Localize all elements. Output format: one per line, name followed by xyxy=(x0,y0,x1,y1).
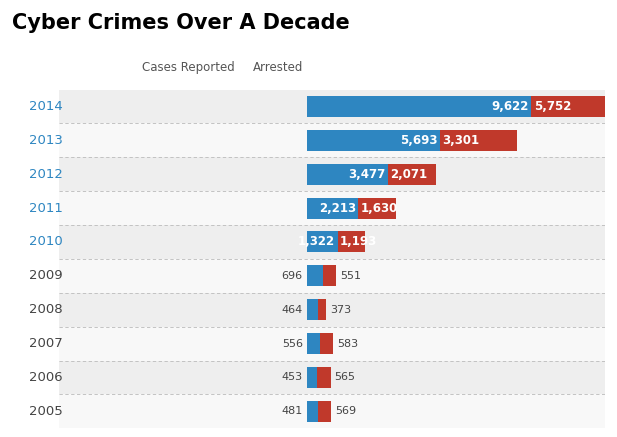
Text: Cases Reported: Cases Reported xyxy=(142,61,234,74)
Bar xyxy=(59,191,605,225)
Text: Arrested: Arrested xyxy=(253,61,304,74)
Text: 569: 569 xyxy=(335,406,357,416)
Text: 2012: 2012 xyxy=(29,168,63,181)
Text: 2011: 2011 xyxy=(29,201,63,215)
Text: 3,477: 3,477 xyxy=(348,168,386,181)
Text: 3,301: 3,301 xyxy=(442,134,479,147)
Bar xyxy=(307,265,323,286)
Text: 2,213: 2,213 xyxy=(319,201,356,215)
Text: 556: 556 xyxy=(282,339,303,349)
Text: 453: 453 xyxy=(282,372,303,382)
Text: 565: 565 xyxy=(334,372,355,382)
Bar xyxy=(307,401,318,422)
Bar xyxy=(307,130,440,151)
Text: 2013: 2013 xyxy=(29,134,63,147)
Text: 1,193: 1,193 xyxy=(340,236,378,249)
Text: 1,322: 1,322 xyxy=(298,236,335,249)
Text: 2008: 2008 xyxy=(29,303,62,316)
Bar xyxy=(59,394,605,428)
Bar xyxy=(307,164,388,185)
Text: 5,693: 5,693 xyxy=(400,134,437,147)
Bar xyxy=(320,333,333,354)
Bar xyxy=(388,164,436,185)
Text: 2014: 2014 xyxy=(29,100,62,113)
Text: 5,752: 5,752 xyxy=(534,100,571,113)
Text: Cyber Crimes Over A Decade: Cyber Crimes Over A Decade xyxy=(12,13,350,33)
Text: 373: 373 xyxy=(330,305,352,315)
Bar xyxy=(440,130,516,151)
Text: 464: 464 xyxy=(281,305,303,315)
Text: 481: 481 xyxy=(281,406,303,416)
Bar xyxy=(307,96,531,117)
Bar xyxy=(307,232,337,253)
Bar xyxy=(318,299,326,320)
Text: 2007: 2007 xyxy=(29,337,62,350)
Text: 2005: 2005 xyxy=(29,405,62,418)
Bar xyxy=(307,333,320,354)
Text: 2009: 2009 xyxy=(29,269,62,282)
Text: 2010: 2010 xyxy=(29,236,62,249)
Bar xyxy=(307,299,318,320)
Bar xyxy=(323,265,336,286)
Bar xyxy=(59,123,605,157)
Bar xyxy=(59,259,605,293)
Bar xyxy=(59,361,605,394)
Bar xyxy=(318,401,331,422)
Text: 1,630: 1,630 xyxy=(361,201,398,215)
Bar xyxy=(59,327,605,361)
Text: 2,071: 2,071 xyxy=(391,168,428,181)
Bar xyxy=(358,198,397,218)
Text: 583: 583 xyxy=(337,339,358,349)
Bar xyxy=(307,198,358,218)
Bar xyxy=(317,367,331,388)
Bar xyxy=(59,157,605,191)
Bar xyxy=(59,90,605,124)
Bar xyxy=(307,367,317,388)
Text: 2006: 2006 xyxy=(29,371,62,384)
Text: 696: 696 xyxy=(282,271,303,281)
Bar xyxy=(337,232,365,253)
Bar xyxy=(531,96,617,117)
Bar xyxy=(59,293,605,327)
Text: 9,622: 9,622 xyxy=(492,100,529,113)
Text: 551: 551 xyxy=(340,271,361,281)
Bar xyxy=(59,225,605,259)
